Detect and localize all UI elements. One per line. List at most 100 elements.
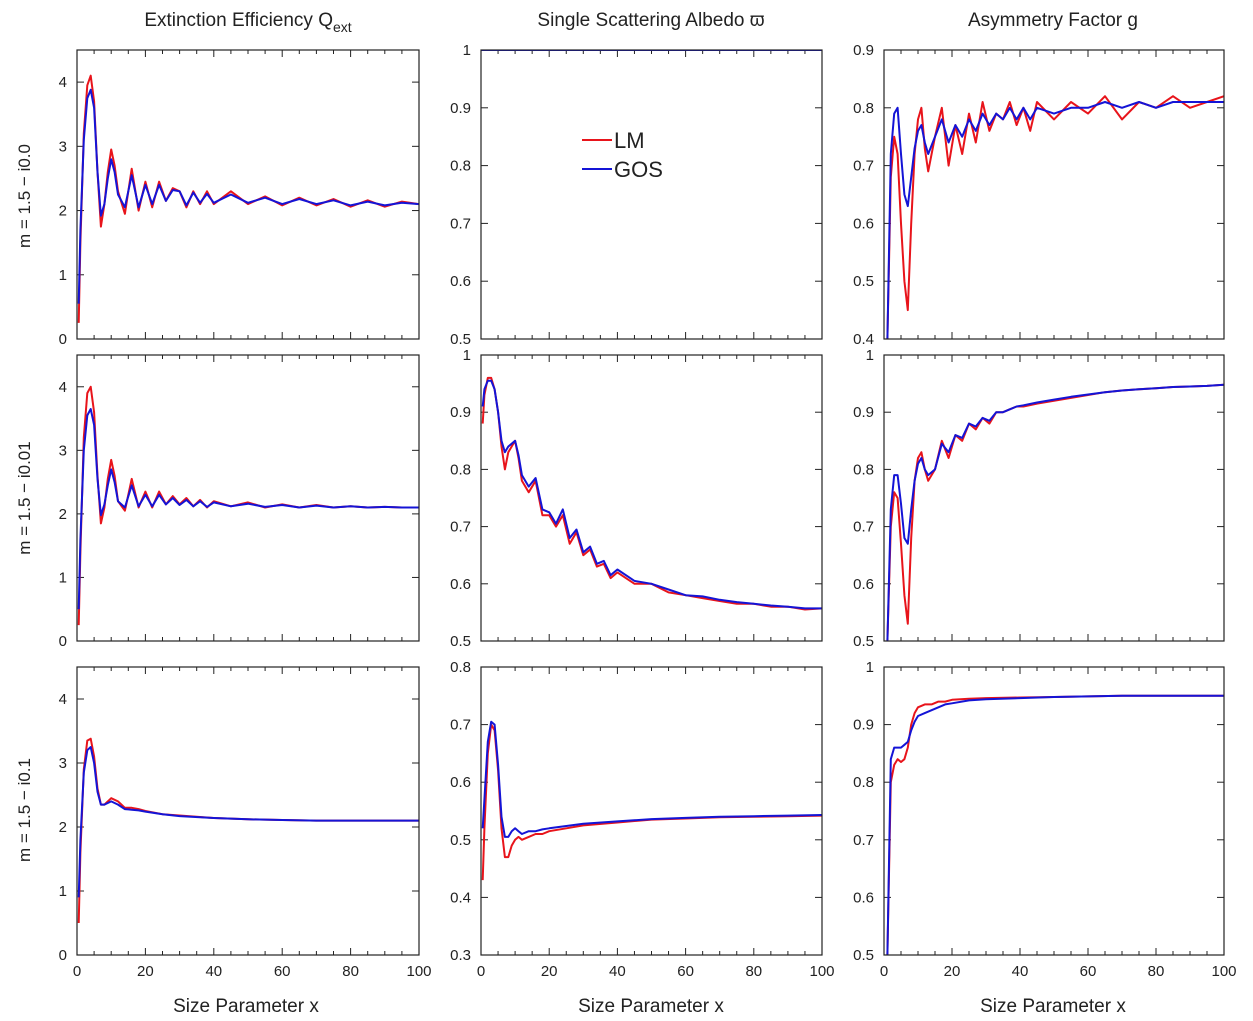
- plot-frame: [883, 666, 1225, 956]
- x-tick-label: 20: [137, 963, 154, 980]
- x-tick-label: 40: [609, 963, 626, 980]
- x-tick-label: 60: [274, 963, 291, 980]
- y-tick-label: 1: [59, 569, 67, 586]
- y-tick-label: 0: [59, 947, 67, 964]
- x-axis-label-col2: Size Parameter x: [578, 996, 724, 1017]
- y-tick-label: 0: [59, 331, 67, 348]
- y-tick-label: 0.6: [853, 215, 874, 232]
- plot-frame: [480, 354, 823, 642]
- x-tick-label: 100: [1211, 963, 1236, 980]
- y-tick-label: 4: [59, 74, 67, 91]
- plot-frame: [480, 49, 823, 340]
- y-tick-label: 0.6: [853, 576, 874, 593]
- y-tick-label: 2: [59, 819, 67, 836]
- plot-frame: [76, 666, 420, 956]
- y-tick-label: 0.5: [450, 331, 471, 348]
- y-tick-label: 0.8: [450, 659, 471, 676]
- row-label-3: m = 1.5 − i0.1: [15, 758, 34, 862]
- panel-2-1: 0 1 2 3 4: [59, 354, 420, 650]
- y-tick-label: 0.6: [450, 774, 471, 791]
- x-tick-label: 100: [809, 963, 834, 980]
- y-tick-label: 0.8: [853, 774, 874, 791]
- legend-lm-label: LM: [614, 128, 645, 153]
- y-tick-label: 3: [59, 442, 67, 459]
- plot-frame: [883, 49, 1225, 340]
- x-axis-label-col1: Size Parameter x: [173, 996, 319, 1017]
- series-line-gos: [77, 746, 419, 898]
- y-tick-label: 0.5: [450, 633, 471, 650]
- y-tick-label: 0.6: [853, 889, 874, 906]
- panel-3-3: 0.5 0.6 0.7 0.8 0.9 1 0 20 40 60 80 100: [853, 659, 1236, 980]
- y-tick-label: 1: [463, 42, 471, 59]
- series-line-lm: [481, 376, 822, 611]
- y-tick-label: 2: [59, 506, 67, 523]
- y-tick-label: 2: [59, 203, 67, 220]
- series-line-lm: [886, 694, 1224, 955]
- y-tick-label: 0.6: [450, 576, 471, 593]
- row-labels: m = 1.5 − i0.0 m = 1.5 − i0.01 m = 1.5 −…: [15, 144, 34, 862]
- x-axis-label-col3: Size Parameter x: [980, 996, 1126, 1017]
- y-tick-label: 1: [59, 883, 67, 900]
- column-title-extinction: Extinction Efficiency Qext: [144, 10, 351, 35]
- x-tick-label: 60: [677, 963, 694, 980]
- x-tick-label: 0: [880, 963, 888, 980]
- y-tick-label: 0: [59, 633, 67, 650]
- series-line-lm: [77, 74, 419, 323]
- panel-3-2: 0.3 0.4 0.5 0.6 0.7 0.8 0 20 40 60 80 100: [450, 659, 834, 980]
- y-tick-label: 0.7: [853, 832, 874, 849]
- y-tick-label: 0.7: [853, 519, 874, 536]
- y-tick-label: 0.5: [853, 633, 874, 650]
- series-line-lm: [886, 383, 1224, 641]
- y-tick-label: 1: [866, 347, 874, 364]
- series-line-gos: [77, 408, 419, 610]
- series-line-gos: [886, 101, 1224, 339]
- y-tick-label: 0.7: [450, 215, 471, 232]
- series-line-gos: [886, 383, 1224, 641]
- series-line-lm: [886, 95, 1224, 339]
- y-tick-label: 0.8: [450, 461, 471, 478]
- x-tick-label: 0: [477, 963, 485, 980]
- y-tick-label: 0.3: [450, 947, 471, 964]
- panel-1-3: 0.4 0.5 0.6 0.7 0.8 0.9: [853, 42, 1225, 348]
- y-tick-label: 0.5: [853, 947, 874, 964]
- x-tick-label: 20: [541, 963, 558, 980]
- x-tick-label: 20: [944, 963, 961, 980]
- x-tick-label: 60: [1080, 963, 1097, 980]
- plot-frame: [480, 666, 823, 956]
- y-tick-label: 0.7: [450, 519, 471, 536]
- column-title-asymmetry: Asymmetry Factor g: [968, 10, 1138, 31]
- panel-1-2: 0.5 0.6 0.7 0.8 0.9 1: [450, 42, 823, 348]
- column-title-albedo: Single Scattering Albedo ϖ: [537, 10, 764, 31]
- series-line-lm: [77, 737, 419, 924]
- y-tick-label: 0.9: [450, 404, 471, 421]
- y-tick-label: 1: [59, 267, 67, 284]
- y-tick-label: 0.8: [853, 100, 874, 117]
- y-tick-label: 0.4: [853, 331, 874, 348]
- y-tick-label: 0.5: [853, 273, 874, 290]
- y-tick-label: 0.4: [450, 889, 471, 906]
- plot-frame: [76, 49, 420, 340]
- x-axis-labels: Size Parameter x Size Parameter x Size P…: [173, 996, 1126, 1017]
- x-tick-label: 80: [745, 963, 762, 980]
- panel-2-3: 0.5 0.6 0.7 0.8 0.9 1: [853, 347, 1225, 650]
- y-tick-label: 0.9: [853, 404, 874, 421]
- y-tick-label: 0.7: [853, 158, 874, 175]
- row-label-1: m = 1.5 − i0.0: [15, 144, 34, 248]
- x-tick-label: 40: [205, 963, 222, 980]
- panel-1-1: 0 1 2 3 4: [59, 49, 420, 348]
- y-tick-label: 0.7: [450, 717, 471, 734]
- y-tick-label: 0.9: [853, 42, 874, 59]
- y-tick-label: 0.8: [450, 158, 471, 175]
- panel-2-2: 0.5 0.6 0.7 0.8 0.9 1: [450, 347, 823, 650]
- y-tick-label: 0.9: [450, 100, 471, 117]
- legend-gos-label: GOS: [614, 157, 663, 182]
- x-tick-label: 80: [1148, 963, 1165, 980]
- series-line-lm: [481, 723, 822, 881]
- x-tick-label: 80: [342, 963, 359, 980]
- plot-frame: [883, 354, 1225, 642]
- plot-frame: [76, 354, 420, 642]
- y-tick-label: 1: [463, 347, 471, 364]
- y-tick-label: 0.9: [853, 717, 874, 734]
- series-line-gos: [481, 379, 822, 610]
